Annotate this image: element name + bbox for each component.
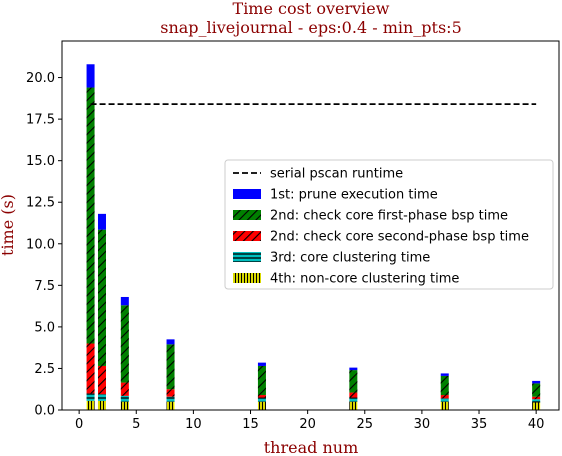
x-axis-label: thread num — [264, 438, 359, 456]
legend-entry-3rd-core-clustering-time-swatch-hatch — [233, 252, 261, 262]
bar-3rd-core-clustering-time-x16-hatch — [257, 397, 266, 402]
bar-2nd-check-core-first-phase-bsp-time-x40-hatch — [532, 383, 541, 397]
bar-4th-non-core-clustering-time-x16-hatch — [257, 401, 266, 410]
bar-2nd-check-core-first-phase-bsp-time-x16-hatch — [257, 365, 266, 396]
bar-2nd-check-core-second-phase-bsp-time-x16-hatch — [257, 395, 266, 398]
bar-2nd-check-core-second-phase-bsp-time-x4-hatch — [120, 382, 129, 396]
legend-entry-2nd-check-core-first-phase-bsp-time-swatch-hatch — [233, 210, 261, 220]
y-axis: 0.0 2.5 5.0 7.5 10.0 12.5 15.0 17.5 20.0 — [26, 71, 62, 419]
legend: serial pscan runtime 1st: prune execution… — [224, 159, 554, 290]
legend-entry-2nd-check-core-second-phase-bsp-time-label: 2nd: check core second-phase bsp time — [270, 230, 529, 245]
chart-subtitle: snap_livejournal - eps:0.4 - min_pts:5 — [160, 18, 462, 37]
bar-2nd-check-core-second-phase-bsp-time-x1-hatch — [86, 343, 95, 394]
bar-2nd-check-core-first-phase-bsp-time-x32-hatch — [440, 375, 449, 396]
bar-2nd-check-core-second-phase-bsp-time-x8-hatch — [166, 389, 175, 397]
legend-entry-1st-prune-execution-time-label: 1st: prune execution time — [270, 188, 438, 203]
bar-2nd-check-core-first-phase-bsp-time-x2-hatch — [97, 229, 106, 366]
x-tick-label-20: 20 — [299, 417, 316, 432]
bar-2nd-check-core-first-phase-bsp-time-x24-hatch — [349, 370, 358, 393]
legend-entry-4th-non-core-clustering-time-label: 4th: non-core clustering time — [270, 272, 459, 287]
y-tick-label-12.5: 12.5 — [26, 196, 55, 211]
bar-2nd-check-core-first-phase-bsp-time-x4-hatch — [120, 305, 129, 383]
bar-3rd-core-clustering-time-x4-hatch — [120, 395, 129, 402]
y-tick-label-15: 15.0 — [26, 154, 55, 169]
bars-layer — [86, 64, 541, 410]
bar-3rd-core-clustering-time-x32-hatch — [440, 398, 449, 402]
chart-title: Time cost overview — [233, 0, 390, 18]
x-tick-label-0: 0 — [75, 417, 83, 432]
legend-box — [224, 159, 554, 290]
bar-2nd-check-core-first-phase-bsp-time-x8-hatch — [166, 344, 175, 390]
legend-entry-serial-pscan-runtime-label: serial pscan runtime — [270, 167, 403, 182]
bar-2nd-check-core-second-phase-bsp-time-x40-hatch — [532, 396, 541, 400]
bar-3rd-core-clustering-time-x2-hatch — [97, 394, 106, 401]
y-tick-label-20: 20.0 — [26, 71, 55, 86]
bar-1st-prune-execution-time-x40 — [532, 380, 541, 384]
bar-4th-non-core-clustering-time-x8-hatch — [166, 401, 175, 410]
plot-frame — [61, 40, 560, 411]
bar-3rd-core-clustering-time-x8-hatch — [166, 396, 175, 402]
x-tick-label-5: 5 — [132, 417, 140, 432]
bar-1st-prune-execution-time-x1 — [86, 64, 95, 88]
x-tick-label-30: 30 — [414, 417, 431, 432]
legend-entry-4th-non-core-clustering-time-swatch-hatch — [233, 273, 261, 283]
legend-entry-2nd-check-core-first-phase-bsp-time-label: 2nd: check core first-phase bsp time — [270, 209, 508, 224]
bar-1st-prune-execution-time-x16 — [257, 362, 266, 366]
y-tick-label-7.5: 7.5 — [34, 279, 55, 294]
y-tick-label-0: 0.0 — [34, 404, 55, 419]
legend-entry-3rd-core-clustering-time-label: 3rd: core clustering time — [270, 251, 430, 266]
bar-1st-prune-execution-time-x2 — [97, 213, 106, 230]
bar-1st-prune-execution-time-x4 — [120, 296, 129, 306]
bar-4th-non-core-clustering-time-x32-hatch — [440, 401, 449, 410]
y-tick-label-10: 10.0 — [26, 237, 55, 252]
x-tick-label-25: 25 — [356, 417, 373, 432]
bar-4th-non-core-clustering-time-x4-hatch — [120, 401, 129, 410]
bar-1st-prune-execution-time-x32 — [440, 373, 449, 376]
bar-1st-prune-execution-time-x8 — [166, 339, 175, 345]
y-tick-label-2.5: 2.5 — [34, 362, 55, 377]
bar-2nd-check-core-second-phase-bsp-time-x32-hatch — [440, 395, 449, 399]
bar-2nd-check-core-second-phase-bsp-time-x24-hatch — [349, 392, 358, 398]
x-tick-label-15: 15 — [242, 417, 259, 432]
bar-2nd-check-core-second-phase-bsp-time-x2-hatch — [97, 365, 106, 395]
x-tick-label-10: 10 — [185, 417, 202, 432]
y-tick-label-5: 5.0 — [34, 320, 55, 335]
y-axis-label: time (s) — [0, 194, 17, 256]
legend-entry-1st-prune-execution-time-swatch — [233, 189, 261, 199]
bar-1st-prune-execution-time-x24 — [349, 367, 358, 371]
bar-3rd-core-clustering-time-x1-hatch — [86, 393, 95, 401]
bar-4th-non-core-clustering-time-x1-hatch — [86, 400, 95, 410]
bar-4th-non-core-clustering-time-x24-hatch — [349, 401, 358, 410]
y-tick-label-17.5: 17.5 — [26, 113, 55, 128]
x-tick-label-40: 40 — [528, 417, 545, 432]
bar-4th-non-core-clustering-time-x40-hatch — [532, 402, 541, 410]
bar-3rd-core-clustering-time-x24-hatch — [349, 397, 358, 402]
x-tick-label-35: 35 — [471, 417, 488, 432]
x-axis: 0 5 10 15 20 25 30 35 40 — [75, 410, 544, 432]
bar-2nd-check-core-first-phase-bsp-time-x1-hatch — [86, 87, 95, 344]
legend-entry-2nd-check-core-second-phase-bsp-time-swatch-hatch — [233, 231, 261, 241]
bar-3rd-core-clustering-time-x40-hatch — [532, 399, 541, 403]
bar-4th-non-core-clustering-time-x2-hatch — [97, 400, 106, 410]
